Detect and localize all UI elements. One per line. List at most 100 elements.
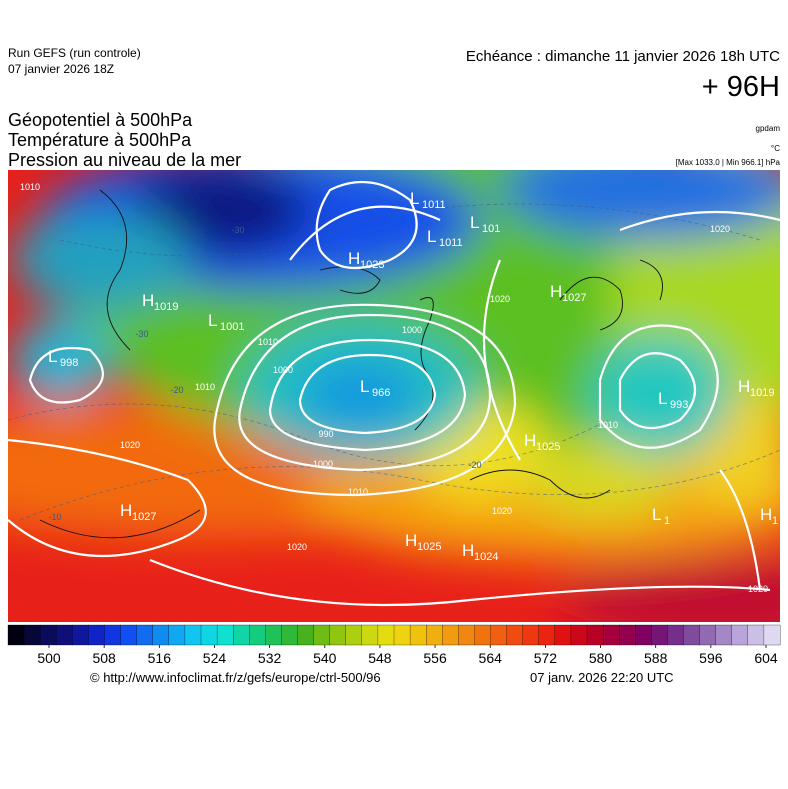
colorbar-tick-label: 500 [37,650,61,666]
colorbar-cell [554,624,572,646]
colorbar-cell [683,624,701,646]
colorbar-cell [120,624,138,646]
center-letter: H [142,291,154,310]
colorbar: 500 508 516 524 532 540 548 556 564 572 580 588 596 6… [7,624,781,666]
colorbar-cell [699,624,717,646]
title-geopotential: Géopotentiel à 500hPa [8,110,193,130]
isobar-label: 1000 [313,459,333,469]
colorbar-cell [7,624,25,646]
colorbar-tick-label: 564 [479,650,503,666]
isobar-label: 1010 [258,337,278,347]
colorbar-cell [393,624,411,646]
center-value: 1019 [750,387,774,399]
colorbar-cell [651,624,668,646]
footer-url: © http://www.infoclimat.fr/z/gefs/europe… [90,670,381,685]
colorbar-tick-label: 572 [534,650,558,666]
colorbar-cell [345,624,363,646]
isobar-label: 1010 [195,382,215,392]
isobar-label: 1000 [402,325,422,335]
isobar-label: 1020 [492,506,512,516]
center-value: 1001 [220,321,244,333]
colorbar-tick-label: 516 [148,650,172,666]
colorbar-cell [442,624,459,646]
colorbar-cell [619,624,636,646]
center-letter: L [427,227,436,246]
colorbar-cell [506,624,524,646]
colorbar-tick-label: 548 [368,650,392,666]
colorbar-tick-label: 508 [92,650,116,666]
center-value: 1027 [132,511,156,523]
isobar-label: 1020 [710,224,730,234]
colorbar-tick-label: 580 [589,650,613,666]
isobar-label: 1020 [287,542,307,552]
unit-gpdam: gpdam [756,124,781,133]
center-value: 101 [482,223,500,235]
colorbar-cell [23,624,41,646]
colorbar-cell [200,624,218,646]
temperature-label: -20 [170,385,183,395]
colorbar-cell [361,624,379,646]
center-value: 1027 [562,292,586,304]
center-value: 1019 [154,301,178,313]
colorbar-cell [490,624,508,646]
center-value: 1024 [474,551,498,563]
colorbar-cell [152,624,170,646]
colorbar-cell [763,624,781,646]
title-pressure: Pression au niveau de la mer [8,150,241,170]
colorbar-tick-label: 604 [754,650,778,666]
colorbar-tick-label: 532 [258,650,282,666]
center-value: 1011 [439,237,463,249]
colorbar-cell [377,624,395,646]
center-value: 1023 [360,259,384,271]
unit-pressure: [Max 1033.0 | Min 966.1] hPa [676,158,781,167]
center-letter: L [410,189,419,208]
colorbar-cell [667,624,684,646]
center-value: 1025 [417,541,441,553]
colorbar-cell [635,624,652,646]
colorbar-cell [747,624,765,646]
colorbar-tick-label: 588 [644,650,668,666]
colorbar-cell [136,624,154,646]
colorbar-cell [570,624,588,646]
colorbar-cell [72,624,89,646]
run-date: 07 janvier 2026 18Z [8,62,114,76]
isobar-label: 1020 [748,584,768,594]
colorbar-cell [297,624,315,646]
colorbar-cell [715,624,733,646]
footer-generated: 07 janv. 2026 22:20 UTC [530,670,674,685]
title-temperature: Température à 500hPa [8,130,192,150]
colorbar-cell [249,624,266,646]
colorbar-tick-label: 540 [313,650,337,666]
colorbar-cell [104,624,122,646]
colorbar-cell [409,624,427,646]
colorbar-cell [281,624,298,646]
colorbar-cell [474,624,491,646]
center-value: 993 [670,399,688,411]
center-letter: L [470,213,479,232]
isobar-label: 1020 [490,294,510,304]
colorbar-cell [313,624,331,646]
colorbar-cell [40,624,57,646]
colorbar-cell [458,624,475,646]
colorbar-cell [56,624,73,646]
colorbar-cell [538,624,556,646]
valid-time: Echéance : dimanche 11 janvier 2026 18h … [466,48,780,65]
temperature-label: -30 [135,329,148,339]
center-letter: L [360,377,369,396]
colorbar-cell [88,624,105,646]
center-value: 998 [60,357,78,369]
center-letter: H [738,377,750,396]
colorbar-cell [233,624,250,646]
run-label: Run GEFS (run controle) [8,46,141,60]
colorbar-cell [216,624,234,646]
colorbar-cell [602,624,620,646]
isobar-label: 1010 [20,182,40,192]
colorbar-cell [426,624,443,646]
center-letter: H [120,501,132,520]
colorbar-cell [184,624,202,646]
center-letter: H [524,431,536,450]
center-letter: H [760,505,772,524]
center-letter: L [48,347,57,366]
